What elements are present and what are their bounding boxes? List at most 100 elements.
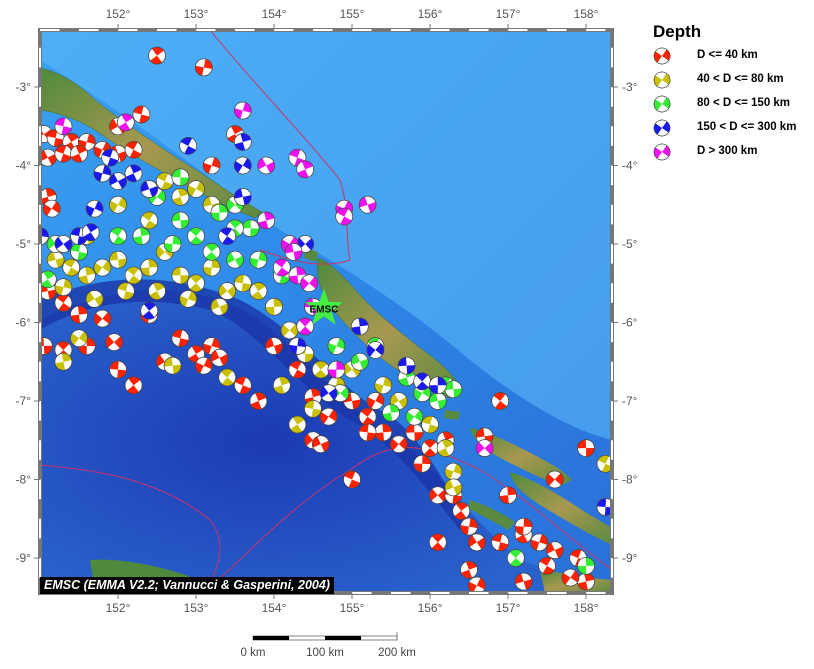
earthquake-beachball [413, 454, 432, 473]
earthquake-beachball [545, 541, 564, 559]
earthquake-beachball [70, 144, 88, 163]
earthquake-beachball [109, 172, 127, 190]
earthquake-beachball [54, 235, 73, 253]
earthquake-beachball [202, 243, 221, 261]
earthquake-beachball [460, 517, 478, 536]
earthquake-beachball [218, 282, 236, 300]
earthquake-beachball [40, 227, 49, 245]
legend-symbols [653, 47, 671, 161]
earthquake-beachball [499, 486, 517, 505]
earthquake-beachball [117, 282, 135, 300]
earthquake-beachball [265, 337, 283, 355]
earthquake-beachball [288, 337, 307, 355]
earthquake-beachball [272, 258, 291, 277]
earthquake-beachball [93, 164, 112, 183]
earthquake-beachball [42, 199, 61, 218]
earthquake-beachball [596, 498, 612, 516]
earthquake-beachball [109, 360, 127, 379]
earthquake-beachball [436, 439, 455, 457]
earthquake-beachball [132, 227, 151, 245]
lat-tick-label-left: -3° [16, 80, 32, 94]
earthquake-beachball [545, 470, 564, 489]
earthquake-beachball [234, 101, 252, 120]
earthquake-beachball [187, 274, 205, 293]
legend-beachball-icon [653, 71, 671, 89]
lon-tick-label-bottom: 157° [496, 601, 521, 615]
lon-tick-label-bottom: 152° [106, 601, 131, 615]
earthquake-beachball [85, 290, 104, 308]
earthquake-beachball [78, 266, 96, 285]
lat-tick-label-left: -6° [16, 316, 32, 330]
earthquake-beachball [40, 270, 57, 289]
earthquake-beachball [109, 195, 127, 214]
earthquake-beachball [577, 557, 595, 575]
lon-tick-label-bottom: 154° [262, 601, 287, 615]
earthquake-beachball [132, 105, 151, 124]
lon-tick-label-bottom: 153° [184, 601, 209, 615]
earthquake-beachball [187, 227, 205, 245]
earthquake-beachball [421, 439, 439, 457]
earthquake-beachball [296, 160, 315, 179]
earthquake-beachball [218, 227, 236, 245]
earthquake-beachball [117, 113, 135, 132]
scale-label-200: 200 km [378, 647, 416, 659]
lat-tick-label-right: -9° [622, 551, 638, 565]
earthquake-beachball [210, 297, 229, 316]
earthquake-beachball [187, 180, 205, 198]
earthquake-beachball [491, 392, 510, 410]
lat-tick-label-left: -8° [16, 473, 32, 487]
earthquake-beachball [288, 415, 307, 434]
star-icon [304, 288, 343, 325]
scale-label-100: 100 km [306, 647, 344, 659]
earthquake-beachball [311, 435, 330, 453]
earthquake-beachball [210, 349, 229, 367]
earthquake-beachball [171, 329, 190, 348]
earthquake-beachball [452, 502, 471, 520]
earthquake-beachball [109, 227, 127, 245]
earthquake-beachball [195, 58, 213, 77]
earthquake-beachball [428, 486, 447, 505]
legend-beachball-icon [653, 47, 671, 65]
earthquake-beachball [460, 560, 478, 579]
earthquake-beachball [234, 133, 252, 151]
earthquake-beachball [156, 172, 174, 190]
earthquake-beachball [54, 294, 73, 312]
island-bougainville [317, 257, 463, 399]
earthquake-beachball [148, 46, 166, 65]
earthquake-beachball [148, 282, 166, 300]
lat-tick-label-left: -9° [16, 551, 32, 565]
earthquake-beachball [514, 572, 533, 591]
earthquake-beachball [171, 188, 190, 206]
earthquake-beachball [311, 360, 330, 379]
earthquake-beachball [475, 439, 494, 457]
legend-item-deep-1: 150 < D <= 300 km [697, 121, 797, 133]
earthquake-beachball [179, 137, 197, 155]
lon-tick-label-bottom: 155° [340, 601, 365, 615]
earthquake-beachball [413, 372, 432, 391]
lon-tick-label-top: 152° [106, 7, 131, 21]
earthquake-beachball [70, 305, 88, 324]
earthquake-beachball [284, 243, 303, 261]
earthquake-beachball [171, 211, 190, 230]
earthquake-beachball [350, 352, 369, 371]
earthquake-beachball [163, 235, 182, 253]
legend-beachball-icon [653, 119, 671, 137]
earthquake-beachball [319, 384, 338, 402]
earthquake-beachball [124, 266, 143, 285]
earthquake-beachball [171, 266, 190, 285]
earthquake-beachball [389, 435, 408, 453]
earthquake-beachball [202, 156, 221, 175]
earthquake-beachball [300, 274, 318, 293]
earthquake-beachball [405, 407, 424, 426]
earthquake-beachball [366, 392, 385, 410]
earthquake-beachball [124, 164, 143, 183]
earthquake-beachball [249, 250, 268, 269]
earthquake-beachball [210, 203, 229, 222]
lon-tick-label-top: 157° [496, 7, 521, 21]
earthquake-beachball [514, 517, 533, 536]
earthquake-beachball [374, 423, 393, 442]
earthquake-beachball [257, 211, 276, 230]
earthquake-beachball [140, 211, 158, 230]
earthquake-beachball [506, 549, 525, 567]
lat-tick-label-right: -3° [622, 80, 638, 94]
